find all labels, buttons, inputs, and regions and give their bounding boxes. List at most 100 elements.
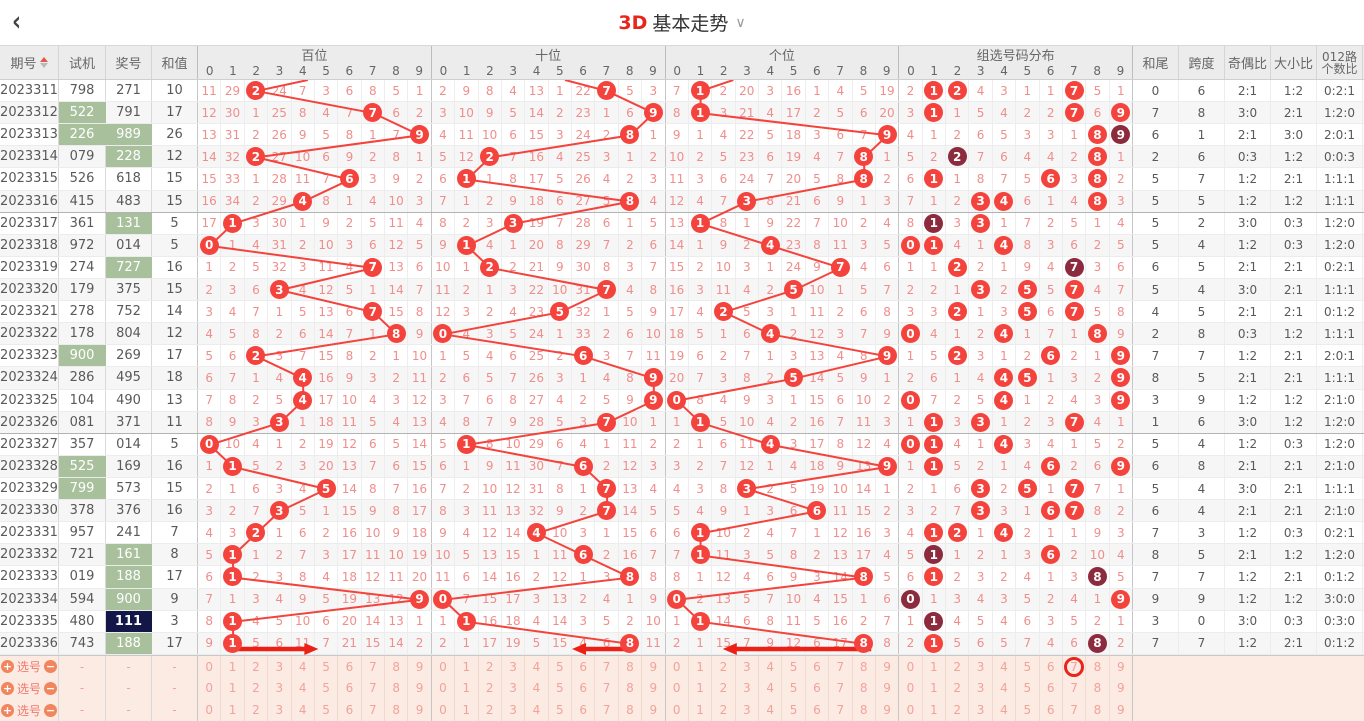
select-digit-ge-1[interactable]: 1 [689, 656, 713, 678]
select-digit-zu-3[interactable]: 3 [969, 699, 993, 721]
select-digit-ge-6[interactable]: 6 [806, 699, 830, 721]
select-digit-shi-7[interactable]: 7 [595, 677, 619, 700]
select-digit-zu-0[interactable]: 0 [899, 677, 923, 700]
select-digit-zu-2[interactable]: 2 [946, 656, 970, 678]
select-digit-ge-7[interactable]: 7 [829, 699, 853, 721]
back-button[interactable]: ‹ [12, 6, 22, 39]
select-digit-zu-5[interactable]: 5 [1016, 699, 1040, 721]
select-digit-zu-6[interactable]: 6 [1040, 699, 1063, 721]
select-digit-shi-6[interactable]: 6 [572, 656, 596, 678]
select-digit-bai-6[interactable]: 6 [338, 656, 362, 678]
select-digit-shi-7[interactable]: 7 [595, 656, 619, 678]
select-digit-bai-6[interactable]: 6 [338, 699, 362, 721]
select-digit-ge-6[interactable]: 6 [806, 656, 830, 678]
select-digit-ge-1[interactable]: 1 [689, 677, 713, 700]
select-digit-shi-6[interactable]: 6 [572, 677, 596, 700]
select-digit-shi-3[interactable]: 3 [502, 656, 526, 678]
remove-selection-button[interactable]: − [44, 681, 57, 695]
select-digit-zu-0[interactable]: 0 [899, 699, 923, 721]
select-digit-shi-8[interactable]: 8 [619, 656, 643, 678]
select-digit-ge-0[interactable]: 0 [666, 699, 689, 721]
select-digit-shi-5[interactable]: 5 [549, 677, 572, 700]
select-digit-bai-2[interactable]: 2 [245, 656, 269, 678]
select-digit-ge-5[interactable]: 5 [782, 656, 806, 678]
select-digit-shi-8[interactable]: 8 [619, 677, 643, 700]
select-digit-shi-2[interactable]: 2 [479, 656, 502, 678]
select-digit-ge-1[interactable]: 1 [689, 699, 713, 721]
select-digit-bai-2[interactable]: 2 [245, 677, 269, 700]
select-digit-bai-8[interactable]: 8 [385, 677, 409, 700]
select-digit-zu-8[interactable]: 8 [1086, 656, 1110, 678]
select-digit-shi-3[interactable]: 3 [502, 677, 526, 700]
select-digit-shi-3[interactable]: 3 [502, 699, 526, 721]
select-digit-bai-7[interactable]: 7 [362, 656, 385, 678]
page-title-dropdown[interactable]: 3D 基本走势 ∨ [0, 0, 1364, 45]
select-digit-zu-1[interactable]: 1 [923, 699, 946, 721]
select-digit-zu-2[interactable]: 2 [946, 677, 970, 700]
select-digit-ge-2[interactable]: 2 [712, 656, 736, 678]
select-digit-bai-7[interactable]: 7 [362, 699, 385, 721]
select-digit-bai-5[interactable]: 5 [315, 699, 339, 721]
select-digit-shi-2[interactable]: 2 [479, 699, 502, 721]
select-digit-bai-5[interactable]: 5 [315, 677, 339, 700]
select-digit-ge-9[interactable]: 9 [876, 699, 900, 721]
select-digit-ge-9[interactable]: 9 [876, 677, 900, 700]
select-digit-bai-0[interactable]: 0 [198, 656, 222, 678]
add-selection-button[interactable]: + [0, 681, 14, 695]
select-digit-bai-3[interactable]: 3 [268, 677, 292, 700]
select-digit-ge-8[interactable]: 8 [853, 656, 876, 678]
select-digit-shi-4[interactable]: 4 [525, 699, 549, 721]
select-digit-bai-3[interactable]: 3 [268, 656, 292, 678]
select-digit-shi-9[interactable]: 9 [642, 677, 666, 700]
select-digit-bai-9[interactable]: 9 [408, 677, 432, 700]
select-digit-zu-4[interactable]: 4 [993, 699, 1017, 721]
remove-selection-button[interactable]: − [44, 703, 57, 717]
select-digit-shi-0[interactable]: 0 [432, 677, 456, 700]
select-digit-bai-1[interactable]: 1 [221, 699, 245, 721]
select-digit-ge-5[interactable]: 5 [782, 677, 806, 700]
select-digit-zu-4[interactable]: 4 [993, 656, 1017, 678]
select-digit-shi-4[interactable]: 4 [525, 656, 549, 678]
select-digit-bai-0[interactable]: 0 [198, 699, 222, 721]
select-digit-ge-3[interactable]: 3 [736, 656, 759, 678]
select-digit-ge-4[interactable]: 4 [759, 656, 783, 678]
select-digit-zu-5[interactable]: 5 [1016, 656, 1040, 678]
select-digit-shi-7[interactable]: 7 [595, 699, 619, 721]
select-digit-zu-9[interactable]: 9 [1110, 699, 1133, 721]
select-digit-bai-6[interactable]: 6 [338, 677, 362, 700]
select-digit-bai-8[interactable]: 8 [385, 656, 409, 678]
select-digit-ge-8[interactable]: 8 [853, 677, 876, 700]
select-digit-bai-4[interactable]: 4 [292, 699, 315, 721]
select-digit-ge-2[interactable]: 2 [712, 677, 736, 700]
select-digit-shi-0[interactable]: 0 [432, 656, 456, 678]
select-digit-zu-7[interactable]: 7 [1063, 656, 1087, 678]
select-digit-ge-2[interactable]: 2 [712, 699, 736, 721]
select-digit-ge-5[interactable]: 5 [782, 699, 806, 721]
select-digit-shi-9[interactable]: 9 [642, 699, 666, 721]
select-digit-zu-1[interactable]: 1 [923, 656, 946, 678]
select-digit-shi-6[interactable]: 6 [572, 699, 596, 721]
select-digit-ge-9[interactable]: 9 [876, 656, 900, 678]
select-digit-shi-1[interactable]: 1 [455, 699, 479, 721]
remove-selection-button[interactable]: − [44, 660, 57, 674]
select-digit-bai-5[interactable]: 5 [315, 656, 339, 678]
select-digit-ge-6[interactable]: 6 [806, 677, 830, 700]
select-digit-bai-2[interactable]: 2 [245, 699, 269, 721]
select-digit-ge-0[interactable]: 0 [666, 656, 689, 678]
select-digit-zu-9[interactable]: 9 [1110, 677, 1133, 700]
select-digit-ge-4[interactable]: 4 [759, 677, 783, 700]
select-digit-ge-7[interactable]: 7 [829, 656, 853, 678]
select-digit-zu-7[interactable]: 7 [1063, 677, 1087, 700]
select-digit-bai-8[interactable]: 8 [385, 699, 409, 721]
select-digit-zu-7[interactable]: 7 [1063, 699, 1087, 721]
add-selection-button[interactable]: + [0, 660, 14, 674]
select-digit-bai-3[interactable]: 3 [268, 699, 292, 721]
select-digit-zu-0[interactable]: 0 [899, 656, 923, 678]
select-digit-shi-1[interactable]: 1 [455, 656, 479, 678]
header-issue[interactable]: 期号 [0, 46, 59, 79]
select-digit-bai-9[interactable]: 9 [408, 656, 432, 678]
select-digit-shi-9[interactable]: 9 [642, 656, 666, 678]
select-digit-zu-9[interactable]: 9 [1110, 656, 1133, 678]
select-digit-shi-5[interactable]: 5 [549, 656, 572, 678]
select-digit-zu-4[interactable]: 4 [993, 677, 1017, 700]
